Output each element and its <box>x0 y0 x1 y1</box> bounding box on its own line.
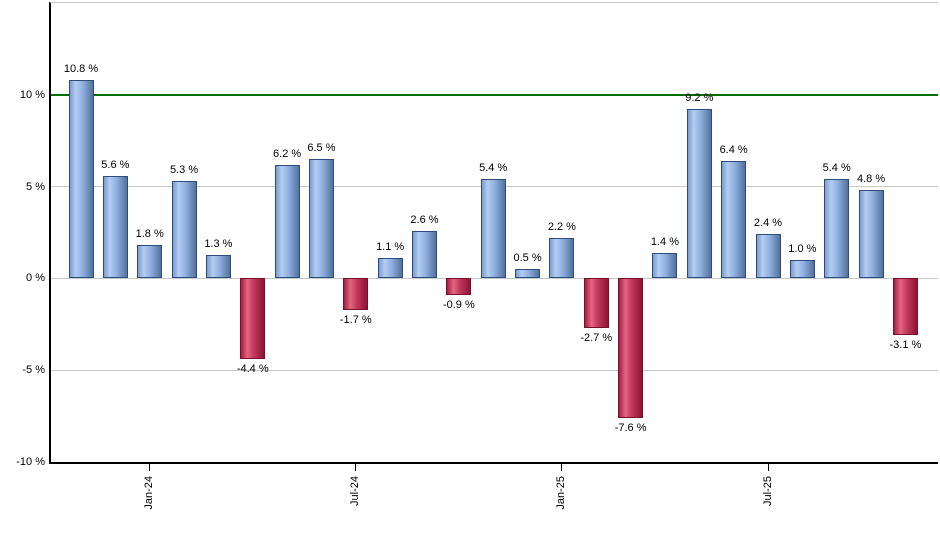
bar-17 <box>618 278 644 418</box>
bar-value-label: 6.4 % <box>719 143 748 156</box>
bar-2 <box>102 175 128 279</box>
x-axis-tick-Jan-25 <box>561 464 563 471</box>
bar-9 <box>343 278 369 310</box>
bar-4 <box>171 181 197 279</box>
bar-20 <box>721 160 747 279</box>
bar-value-label: 5.4 % <box>479 162 508 175</box>
bar-value-label: 5.4 % <box>822 162 851 175</box>
bar-23 <box>824 179 850 279</box>
x-axis-label-text: Jan-25 <box>555 476 568 510</box>
x-axis-label-Jan-24: Jan-24 <box>143 472 156 510</box>
bar-7 <box>274 164 300 279</box>
y-axis-label--5: -5 % <box>22 364 45 377</box>
bar-value-label: 9.2 % <box>685 92 714 105</box>
bar-15 <box>549 238 575 279</box>
bar-value-label: 10.8 % <box>63 63 99 76</box>
bar-value-label: -2.7 % <box>580 331 613 344</box>
bar-13 <box>480 179 506 279</box>
bar-value-label: 4.8 % <box>856 173 886 186</box>
y-axis-label-10: 10 % <box>19 88 45 101</box>
bar-12 <box>446 278 472 295</box>
bar-value-label: 1.0 % <box>788 243 817 256</box>
bar-22 <box>789 260 815 279</box>
bar-value-label: 2.6 % <box>410 213 439 226</box>
bar-value-label: 5.3 % <box>169 164 199 177</box>
x-axis-label-text: Jul-25 <box>761 476 774 506</box>
bar-11 <box>412 230 437 279</box>
bar-value-label: 0.5 % <box>513 252 542 265</box>
bar-value-label: 2.2 % <box>547 221 576 233</box>
bar-value-label: 6.2 % <box>273 147 302 160</box>
bar-24 <box>858 190 884 279</box>
bar-19 <box>686 109 712 279</box>
bar-value-label: 1.4 % <box>650 235 679 248</box>
bar-21 <box>755 234 781 279</box>
bar-8 <box>308 159 334 279</box>
bar-value-label: 1.1 % <box>376 241 405 254</box>
x-axis-label-text: Jan-24 <box>143 476 156 510</box>
bar-value-label: 6.5 % <box>307 142 336 155</box>
reference-line-10pct <box>51 93 938 96</box>
bar-value-label: -4.4 % <box>236 363 269 376</box>
bar-value-label: -7.6 % <box>614 421 647 434</box>
bar-14 <box>515 269 541 279</box>
bar-value-label: -1.7 % <box>339 313 372 326</box>
bar-16 <box>583 278 609 328</box>
x-axis-label-text: Jul-24 <box>349 476 362 506</box>
bar-value-label: 1.8 % <box>135 228 164 241</box>
y-axis-label--10: -10 % <box>16 456 45 468</box>
bar-6 <box>240 278 266 360</box>
y-axis-label-5: 5 % <box>26 180 45 193</box>
plot-area: 10.8 % 5.6 % 1.8 % 5.3 % 1.3 % -4.4 % 6.2 % 6.5… <box>49 2 938 464</box>
bar-value-label: 1.3 % <box>204 237 233 250</box>
gridline-0 <box>51 277 938 279</box>
bar-25 <box>892 278 918 336</box>
gridline--5 <box>51 369 938 371</box>
bar-value-label: 5.6 % <box>101 158 130 171</box>
x-axis-label-Jul-25: Jul-25 <box>762 472 775 506</box>
x-axis-label-Jul-24: Jul-24 <box>349 472 362 506</box>
bar-5 <box>205 254 231 279</box>
x-axis-tick-Jul-24 <box>355 464 357 471</box>
y-axis-label-0: 0 % <box>26 272 45 285</box>
x-axis-tick-Jul-25 <box>767 464 769 471</box>
x-axis-tick-Jan-24 <box>149 464 151 471</box>
bar-1 <box>68 80 94 279</box>
plot-inner: 10.8 % 5.6 % 1.8 % 5.3 % 1.3 % -4.4 % 6.2 % 6.5… <box>51 3 938 462</box>
bar-10 <box>377 258 403 279</box>
bar-value-label: -3.1 % <box>889 339 922 352</box>
bar-value-label: 2.4 % <box>753 217 783 230</box>
x-axis-label-Jan-25: Jan-25 <box>555 472 568 510</box>
bar-value-label: -0.9 % <box>442 298 475 311</box>
bar-3 <box>137 245 163 279</box>
bar-18 <box>652 252 678 279</box>
